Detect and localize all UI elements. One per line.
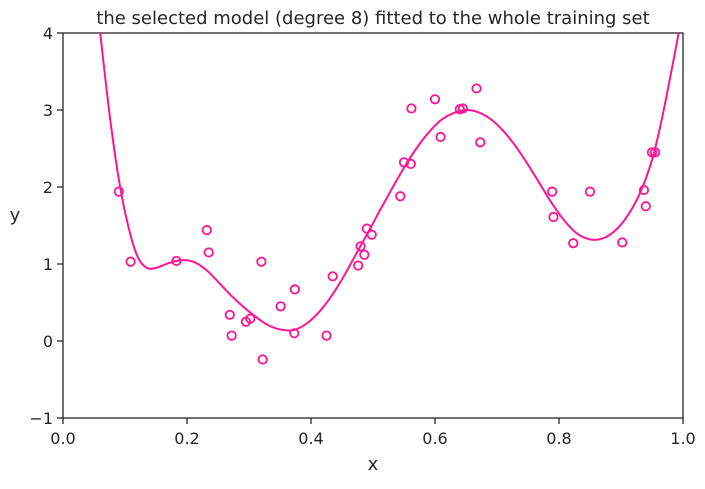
data-point — [289, 328, 300, 339]
x-tick-label: 0.6 — [422, 429, 447, 448]
data-point — [125, 256, 136, 267]
x-tick-label: 0.8 — [546, 429, 571, 448]
data-point — [289, 284, 300, 295]
data-point — [245, 313, 256, 324]
data-point — [201, 225, 212, 236]
data-point — [640, 201, 651, 212]
data-point — [617, 237, 628, 248]
data-point — [395, 191, 406, 202]
data-point — [353, 260, 364, 271]
data-point — [327, 271, 338, 282]
data-point — [406, 103, 417, 114]
data-point — [366, 229, 377, 240]
x-tick-label: 0.4 — [298, 429, 323, 448]
data-point — [457, 103, 468, 114]
data-point — [435, 131, 446, 143]
plot-area: 0.0 0.2 0.4 0.6 0.8 1.0 −1 0 1 2 3 4 — [29, 24, 695, 448]
y-tick-label: 2 — [43, 178, 53, 197]
data-point — [649, 147, 661, 158]
data-point — [548, 211, 559, 223]
y-tick-label: 3 — [43, 101, 53, 120]
data-point — [113, 186, 124, 197]
data-point — [171, 255, 182, 267]
data-point — [568, 238, 579, 249]
data-point — [256, 256, 267, 267]
y-axis-label: y — [10, 205, 21, 226]
x-tick-label: 1.0 — [670, 429, 695, 448]
data-point — [638, 184, 650, 196]
data-point — [405, 158, 416, 169]
y-tick-label: 4 — [43, 24, 53, 43]
chart-title: the selected model (degree 8) fitted to … — [96, 8, 649, 29]
data-point — [321, 330, 332, 341]
data-point — [257, 354, 268, 365]
y-tick-label: 1 — [43, 255, 53, 274]
data-point — [584, 186, 596, 197]
data-point — [355, 241, 366, 252]
plot-frame — [62, 32, 684, 419]
data-point — [547, 186, 558, 197]
fitted-curve — [99, 33, 680, 332]
data-point — [646, 147, 658, 158]
y-tick-label: −1 — [29, 409, 53, 428]
data-point — [429, 94, 441, 105]
data-point — [471, 83, 482, 94]
data-point — [398, 157, 410, 168]
data-point — [226, 330, 237, 341]
data-point — [475, 137, 486, 148]
data-point — [359, 249, 370, 260]
data-point — [361, 223, 372, 234]
data-point — [224, 309, 235, 320]
x-axis-label: x — [368, 454, 379, 475]
data-point — [203, 247, 214, 258]
x-tick-label: 0.0 — [50, 429, 75, 448]
data-point — [275, 301, 286, 312]
y-tick-label: 0 — [43, 332, 53, 351]
x-tick-label: 0.2 — [174, 429, 199, 448]
